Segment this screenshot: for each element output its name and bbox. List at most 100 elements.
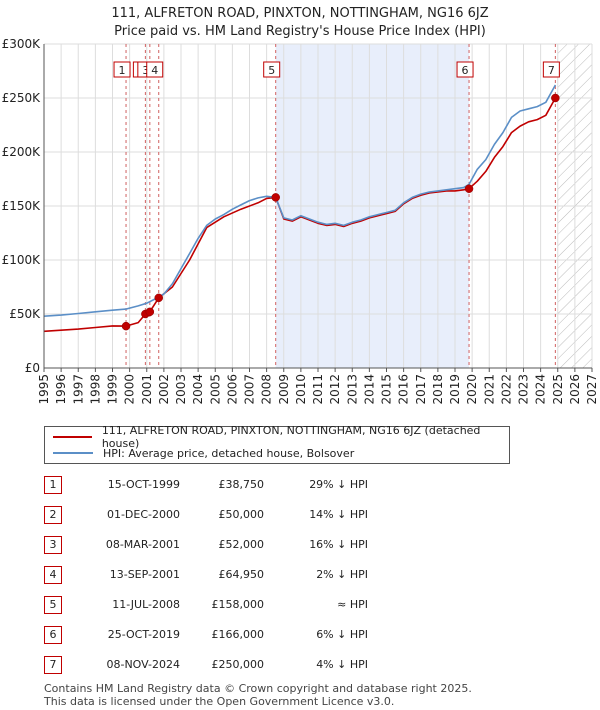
transaction-price: £38,750 [218, 478, 265, 491]
x-tick-label: 2026 [568, 374, 582, 405]
sale-number-box [456, 61, 474, 78]
x-tick-label: 2006 [225, 374, 239, 405]
sale-number-label: 7 [548, 64, 555, 77]
legend-swatch-property [53, 436, 92, 438]
y-tick-label: £250K [2, 91, 42, 105]
x-tick-label: 2007 [243, 374, 257, 405]
x-tick-label: 2000 [123, 374, 137, 405]
chart-title: 111, ALFRETON ROAD, PINXTON, NOTTINGHAM,… [111, 6, 489, 21]
transaction-date: 25-OCT-2019 [107, 628, 180, 641]
transaction-date: 08-MAR-2001 [105, 538, 180, 551]
transaction-hpi: 16% ↓ HPI [309, 538, 368, 551]
y-tick-label: £300K [2, 37, 42, 51]
sale-number-label: 1 [119, 64, 126, 77]
x-tick-label: 2020 [465, 374, 479, 405]
transaction-hpi: ≈ HPI [337, 598, 368, 611]
x-tick-label: 2012 [328, 374, 342, 405]
x-tick-label: 2009 [277, 374, 291, 405]
sale-point [154, 293, 163, 303]
x-tick-label: 2005 [208, 374, 222, 405]
transaction-number-badge: 2 [44, 506, 62, 524]
transaction-hpi: 6% ↓ HPI [316, 628, 368, 641]
y-tick-label: £100K [2, 253, 42, 267]
sale-number-label: 4 [151, 64, 158, 77]
x-tick-label: 2008 [260, 374, 274, 405]
footer-licence: This data is licensed under the Open Gov… [44, 695, 395, 708]
sale-number-label: 3 [142, 64, 149, 77]
table-row: 1 15-OCT-1999 £38,750 29% ↓ HPI [44, 476, 464, 496]
x-tick-label: 2011 [311, 374, 325, 405]
transaction-number-badge: 4 [44, 566, 62, 584]
chart-subtitle: Price paid vs. HM Land Registry's House … [114, 24, 486, 39]
x-tick-label: 1999 [106, 374, 120, 405]
table-row: 3 08-MAR-2001 £52,000 16% ↓ HPI [44, 536, 464, 556]
table-row: 6 25-OCT-2019 £166,000 6% ↓ HPI [44, 626, 464, 646]
legend-swatch-hpi [53, 452, 93, 454]
transaction-price: £52,000 [218, 538, 265, 551]
sale-number-label: 6 [462, 64, 469, 77]
property-price-line [43, 97, 557, 333]
transaction-number-badge: 6 [44, 626, 62, 644]
sale-point [145, 307, 155, 317]
x-tick-label: 2023 [517, 374, 531, 405]
transaction-date: 13-SEP-2001 [109, 568, 180, 581]
x-tick-label: 2014 [362, 374, 376, 405]
transaction-price: £166,000 [211, 628, 265, 641]
transaction-price: £250,000 [211, 658, 265, 671]
x-tick-label: 1996 [54, 374, 68, 405]
transaction-date: 15-OCT-1999 [107, 478, 180, 491]
transaction-price: £64,950 [218, 568, 265, 581]
x-tick-label: 2027 [585, 374, 599, 405]
transaction-date: 11-JUL-2008 [112, 598, 180, 611]
table-row: 7 08-NOV-2024 £250,000 4% ↓ HPI [44, 656, 464, 676]
x-tick-label: 2022 [499, 374, 513, 405]
footer-copyright: Contains HM Land Registry data © Crown c… [44, 682, 472, 695]
sale-point [271, 193, 280, 202]
sale-number-label: 5 [268, 64, 275, 77]
transaction-date: 08-NOV-2024 [106, 658, 180, 671]
legend: 111, ALFRETON ROAD, PINXTON, NOTTINGHAM,… [44, 424, 510, 464]
x-tick-label: 1998 [88, 374, 102, 405]
transaction-number-badge: 3 [44, 536, 62, 554]
x-tick-label: 2016 [397, 374, 411, 405]
transaction-hpi: 14% ↓ HPI [309, 508, 368, 521]
x-tick-label: 2010 [294, 374, 308, 405]
x-tick-label: 2013 [345, 374, 359, 405]
sale-number-box [542, 61, 560, 78]
x-tick-label: 2017 [414, 374, 428, 405]
legend-label-hpi: HPI: Average price, detached house, Bols… [103, 446, 355, 460]
x-tick-label: 2024 [534, 374, 548, 405]
transaction-hpi: 29% ↓ HPI [309, 478, 368, 491]
legend-item-property: 111, ALFRETON ROAD, PINXTON, NOTTINGHAM,… [53, 424, 509, 450]
transaction-number-badge: 5 [44, 596, 62, 614]
sale-point [121, 321, 131, 331]
sale-number-box [113, 61, 131, 78]
x-tick-label: 2018 [431, 374, 445, 405]
y-tick-label: £200K [2, 145, 42, 159]
sale-point [551, 93, 560, 103]
sale-point [464, 184, 474, 193]
x-tick-label: 2021 [482, 374, 496, 405]
table-row: 5 11-JUL-2008 £158,000 ≈ HPI [44, 596, 464, 616]
x-tick-label: 1997 [71, 374, 85, 405]
x-tick-label: 2019 [448, 374, 462, 405]
sale-number-box [146, 61, 164, 78]
legend-item-hpi: HPI: Average price, detached house, Bols… [53, 445, 354, 461]
table-row: 4 13-SEP-2001 £64,950 2% ↓ HPI [44, 566, 464, 586]
sale-number-box [263, 61, 281, 78]
transaction-number-badge: 1 [44, 476, 62, 494]
transaction-number-badge: 7 [44, 656, 62, 674]
x-tick-label: 1995 [37, 374, 51, 405]
x-tick-label: 2025 [551, 374, 565, 405]
transaction-hpi: 2% ↓ HPI [316, 568, 368, 581]
y-tick-label: £0 [25, 361, 40, 375]
y-tick-label: £50K [9, 307, 41, 321]
x-tick-label: 2001 [140, 374, 154, 405]
x-tick-label: 2003 [174, 374, 188, 405]
y-tick-label: £150K [2, 199, 42, 213]
table-row: 2 01-DEC-2000 £50,000 14% ↓ HPI [44, 506, 464, 526]
legend-label-property: 111, ALFRETON ROAD, PINXTON, NOTTINGHAM,… [101, 424, 481, 450]
hpi-line [43, 84, 557, 317]
transaction-date: 01-DEC-2000 [106, 508, 180, 521]
